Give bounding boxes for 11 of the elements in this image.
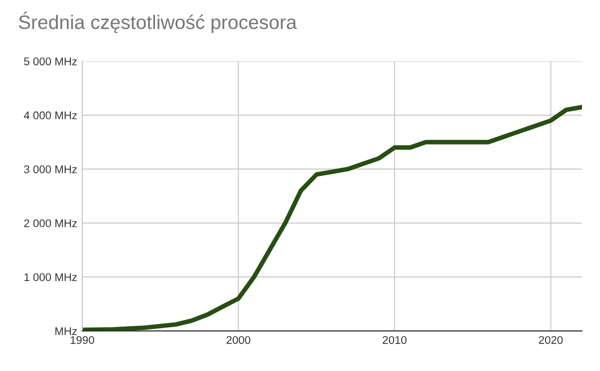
- chart-title: Średnia częstotliwość procesora: [18, 12, 297, 33]
- y-tick-label: MHz: [55, 327, 77, 335]
- y-tick-label: 4 000 MHz: [24, 111, 77, 120]
- y-tick-label: 1 000 MHz: [24, 273, 77, 282]
- x-tick-label: 1990: [70, 336, 94, 344]
- y-tick-label: 2 000 MHz: [24, 219, 77, 228]
- y-tick-label: 3 000 MHz: [24, 165, 77, 174]
- x-tick-label: 2020: [538, 336, 563, 344]
- y-tick-label: 5 000 MHz: [24, 57, 77, 66]
- x-tick-label: 2000: [226, 336, 250, 344]
- x-tick-label: 2010: [382, 336, 406, 344]
